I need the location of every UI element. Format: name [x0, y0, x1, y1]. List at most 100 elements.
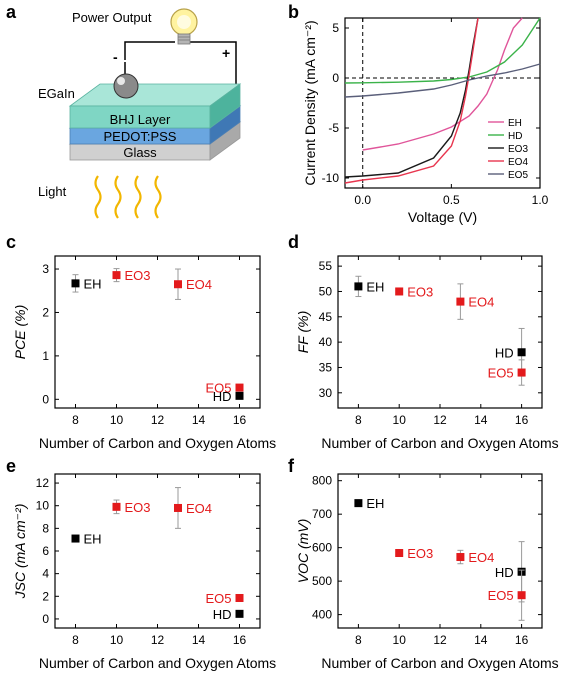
- data-label-eo3: EO3: [125, 268, 151, 283]
- series-line-hd: [344, 17, 541, 84]
- data-point-eh: [71, 279, 80, 288]
- series-line-eo5: [344, 63, 541, 98]
- data-point-eo3: [112, 502, 121, 511]
- data-label-hd: HD: [495, 565, 514, 580]
- series-line-eh: [362, 17, 523, 151]
- x-tick-label-d: 14: [474, 413, 488, 427]
- y-tick-label-c: 2: [42, 305, 49, 319]
- y-tick-label-c: 1: [42, 349, 49, 363]
- y-tick-label-b: 0: [332, 71, 339, 85]
- x-tick-label-c: 14: [192, 413, 206, 427]
- panel-letter-a: a: [6, 2, 17, 22]
- x-tick-label-b: 1.0: [532, 193, 549, 207]
- y-tick-label-b: -10: [322, 171, 340, 185]
- y-tick-label-f: 400: [312, 608, 332, 622]
- data-label-eo3: EO3: [407, 546, 433, 561]
- panel-letter-f: f: [288, 456, 294, 476]
- x-tick-label-c: 8: [72, 413, 79, 427]
- x-axis-label-f: Number of Carbon and Oxygen Atoms: [321, 655, 558, 671]
- data-point-hd: [235, 391, 244, 400]
- y-tick-label-d: 50: [319, 284, 333, 298]
- legend-label-eo5: EO5: [508, 170, 528, 181]
- y-tick-label-f: 600: [312, 541, 332, 555]
- egain-label: EGaIn: [38, 86, 75, 101]
- data-label-hd: HD: [213, 389, 232, 404]
- x-tick-label-e: 16: [233, 633, 247, 647]
- data-point-eo5: [235, 593, 244, 602]
- y-tick-label-e: 0: [42, 612, 49, 626]
- data-point-eo4: [456, 297, 465, 306]
- x-tick-label-f: 10: [393, 633, 407, 647]
- x-tick-label-f: 8: [355, 633, 362, 647]
- data-label-eo3: EO3: [407, 284, 433, 299]
- x-tick-label-e: 12: [151, 633, 165, 647]
- y-tick-label-f: 800: [312, 474, 332, 488]
- x-tick-label-b: 0.5: [443, 193, 460, 207]
- y-tick-label-f: 700: [312, 507, 332, 521]
- wire-right: [190, 41, 237, 94]
- minus-label: -: [113, 49, 118, 65]
- x-axis-label-d: Number of Carbon and Oxygen Atoms: [321, 435, 558, 451]
- y-axis-label-b: Current Density (mA cm⁻²): [302, 20, 318, 185]
- y-tick-label-b: 5: [332, 21, 339, 35]
- legend-label-eh: EH: [508, 118, 522, 129]
- data-point-eo5: [235, 383, 244, 392]
- x-tick-label-d: 8: [355, 413, 362, 427]
- y-tick-label-e: 2: [42, 589, 49, 603]
- plot-frame-b: [344, 17, 541, 189]
- x-tick-label-c: 12: [151, 413, 165, 427]
- data-point-eh: [71, 534, 80, 543]
- x-tick-label-c: 16: [233, 413, 247, 427]
- layer-stack: [68, 83, 242, 161]
- data-label-eo5: EO5: [205, 591, 231, 606]
- x-tick-label-d: 10: [393, 413, 407, 427]
- data-point-eo4: [174, 503, 182, 512]
- glass-layer-label: Glass: [123, 145, 157, 160]
- pedot-layer-label: PEDOT:PSS: [104, 129, 177, 144]
- power-output-label: Power Output: [72, 10, 152, 25]
- egain-droplet-icon: [113, 62, 139, 99]
- data-label-eo4: EO4: [186, 277, 212, 292]
- y-axis-label-d: FF (%): [295, 311, 311, 354]
- x-axis-label-c: Number of Carbon and Oxygen Atoms: [39, 435, 276, 451]
- legend-label-hd: HD: [508, 131, 522, 142]
- y-tick-label-d: 40: [319, 335, 333, 349]
- data-point-eo5: [517, 591, 526, 600]
- y-tick-label-e: 4: [42, 567, 49, 581]
- y-tick-label-e: 6: [42, 544, 49, 558]
- x-tick-label-f: 12: [433, 633, 447, 647]
- bhj-layer-label: BHJ Layer: [110, 112, 171, 127]
- data-label-eh: EH: [84, 532, 102, 547]
- panel-letter-e: e: [6, 456, 17, 476]
- data-point-eh: [354, 499, 363, 508]
- data-label-eo5: EO5: [205, 381, 231, 396]
- x-tick-label-b: 0.0: [354, 193, 371, 207]
- y-tick-label-e: 12: [36, 476, 50, 490]
- panel-letter-d: d: [288, 232, 299, 252]
- data-label-eo4: EO4: [468, 295, 494, 310]
- x-axis-label-b: Voltage (V): [408, 209, 477, 225]
- x-tick-label-c: 10: [110, 413, 124, 427]
- data-point-eo3: [395, 549, 404, 558]
- y-tick-label-c: 0: [42, 392, 49, 406]
- x-axis-label-e: Number of Carbon and Oxygen Atoms: [39, 655, 276, 671]
- data-label-eh: EH: [84, 276, 102, 291]
- data-point-eh: [354, 282, 363, 291]
- legend-label-eo4: EO4: [508, 157, 528, 168]
- data-point-eo3: [112, 271, 121, 280]
- x-tick-label-d: 12: [433, 413, 447, 427]
- y-tick-label-e: 10: [36, 499, 50, 513]
- data-label-eo5: EO5: [488, 588, 514, 603]
- wire-left: [124, 41, 175, 60]
- data-point-hd: [517, 348, 526, 357]
- x-tick-label-e: 10: [110, 633, 124, 647]
- y-tick-label-c: 3: [42, 262, 49, 276]
- data-label-eo4: EO4: [186, 501, 212, 516]
- x-tick-label-e: 8: [72, 633, 79, 647]
- x-tick-label-f: 16: [515, 633, 529, 647]
- y-axis-label-f: VOC (mV): [295, 519, 311, 584]
- y-tick-label-e: 8: [42, 521, 49, 535]
- data-point-eo5: [517, 368, 526, 377]
